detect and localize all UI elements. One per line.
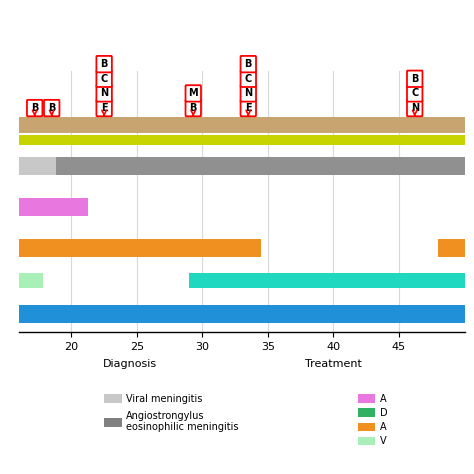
Text: N: N [410, 103, 419, 113]
Text: B: B [48, 103, 55, 113]
FancyBboxPatch shape [241, 100, 256, 116]
FancyBboxPatch shape [27, 100, 42, 116]
Text: B: B [245, 59, 252, 69]
FancyBboxPatch shape [241, 56, 256, 73]
Bar [189, 273, 465, 288]
Text: M: M [189, 89, 198, 99]
Bar [55, 157, 465, 174]
Text: B: B [31, 103, 38, 113]
FancyBboxPatch shape [241, 85, 256, 101]
Bar [19, 239, 261, 257]
FancyBboxPatch shape [96, 85, 112, 101]
FancyBboxPatch shape [96, 71, 112, 87]
Text: E: E [245, 103, 252, 113]
FancyBboxPatch shape [185, 85, 201, 101]
Bar [19, 198, 89, 216]
FancyBboxPatch shape [407, 71, 422, 87]
FancyBboxPatch shape [407, 100, 422, 116]
Bar [438, 239, 465, 257]
FancyBboxPatch shape [185, 100, 201, 116]
FancyBboxPatch shape [96, 56, 112, 73]
Bar [19, 273, 43, 288]
Text: B: B [411, 74, 419, 84]
Text: N: N [244, 89, 252, 99]
Bar [19, 305, 465, 323]
Text: Diagnosis: Diagnosis [103, 359, 157, 369]
Text: C: C [411, 89, 419, 99]
Text: B: B [100, 59, 108, 69]
FancyBboxPatch shape [96, 100, 112, 116]
Bar [19, 135, 465, 145]
Bar [19, 117, 465, 133]
FancyBboxPatch shape [44, 100, 59, 116]
Text: C: C [245, 74, 252, 84]
Text: C: C [100, 74, 108, 84]
FancyBboxPatch shape [241, 71, 256, 87]
Text: E: E [101, 103, 108, 113]
Text: B: B [190, 103, 197, 113]
Bar [19, 157, 55, 174]
Text: N: N [100, 89, 108, 99]
Text: Treatment: Treatment [305, 359, 362, 369]
FancyBboxPatch shape [407, 85, 422, 101]
Legend: A, D, A, V: A, D, A, V [358, 394, 388, 446]
